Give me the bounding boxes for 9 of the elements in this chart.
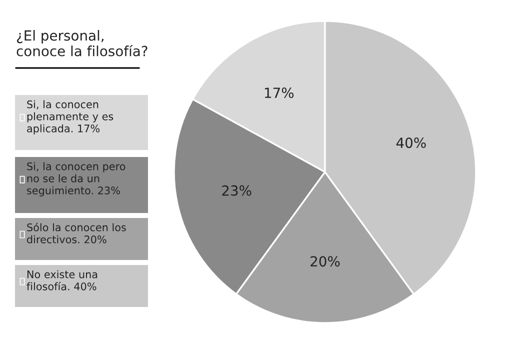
- text: ¿El personal, conoce la filosofía?: [16, 30, 148, 56]
- data-label: 17%: [264, 88, 294, 98]
- legend-label: Si, la conocen plenamente y es aplicada. 17%: [27, 100, 114, 134]
- legend-label: Sólo la conocen los directivos. 20%: [27, 222, 126, 244]
- legend-label: Si, la conocen pero no se le da un seguimiento. 23%: [27, 162, 126, 196]
- legend-label: No existe una filosofía. 40%: [26, 270, 98, 290]
- data-label: 40%: [396, 138, 426, 148]
- data-label: 20%: [310, 256, 340, 267]
- data-label: 23%: [222, 185, 252, 196]
